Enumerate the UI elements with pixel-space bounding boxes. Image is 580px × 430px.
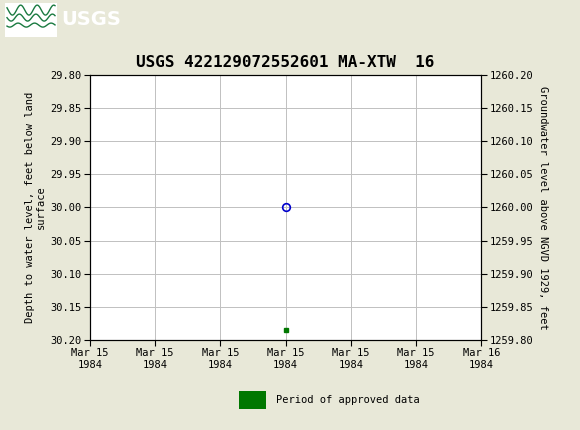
Y-axis label: Groundwater level above NGVD 1929, feet: Groundwater level above NGVD 1929, feet (538, 86, 548, 329)
Text: USGS: USGS (61, 10, 121, 30)
Y-axis label: Depth to water level, feet below land
surface: Depth to water level, feet below land su… (24, 92, 46, 323)
Bar (239, 391, 266, 409)
Text: Period of approved data: Period of approved data (276, 395, 419, 405)
Bar (5, 3, 57, 37)
Title: USGS 422129072552601 MA-XTW  16: USGS 422129072552601 MA-XTW 16 (136, 55, 435, 70)
